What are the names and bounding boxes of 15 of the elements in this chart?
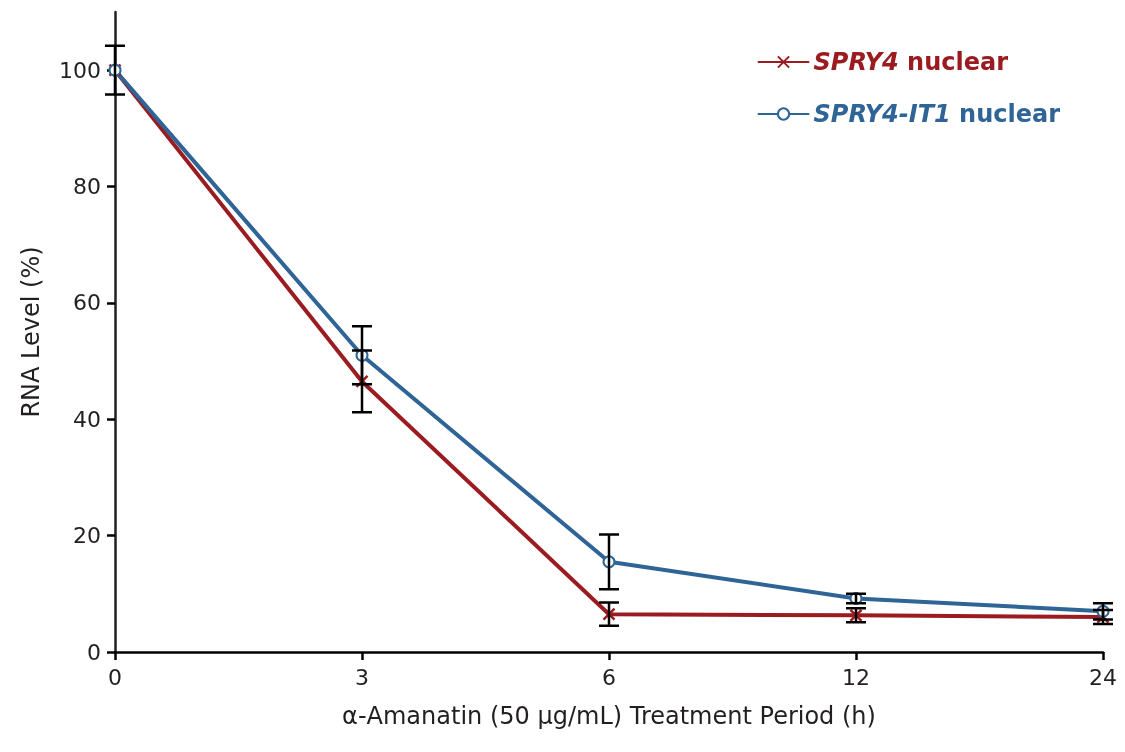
x-tick-label: 6 [602,664,616,690]
x-tick-label: 24 [1089,664,1117,690]
y-tick-label: 100 [59,57,101,83]
x-tick-label: 3 [355,664,369,690]
x-tick-label: 12 [842,664,870,690]
legend-label: SPRY4-IT1 nuclear [813,100,1061,128]
y-tick-label: 20 [73,523,101,549]
y-axis-title: RNA Level (%) [17,246,45,418]
y-tick-label: 60 [73,290,101,316]
x-axis-title: α-Amanatin (50 µg/mL) Treatment Period (h) [342,702,876,730]
x-tick-label: 0 [108,664,122,690]
y-tick-label: 80 [73,174,101,200]
y-tick-label: 0 [87,639,101,665]
y-tick-label: 40 [73,406,101,432]
legend-label: SPRY4 nuclear [813,48,1009,76]
